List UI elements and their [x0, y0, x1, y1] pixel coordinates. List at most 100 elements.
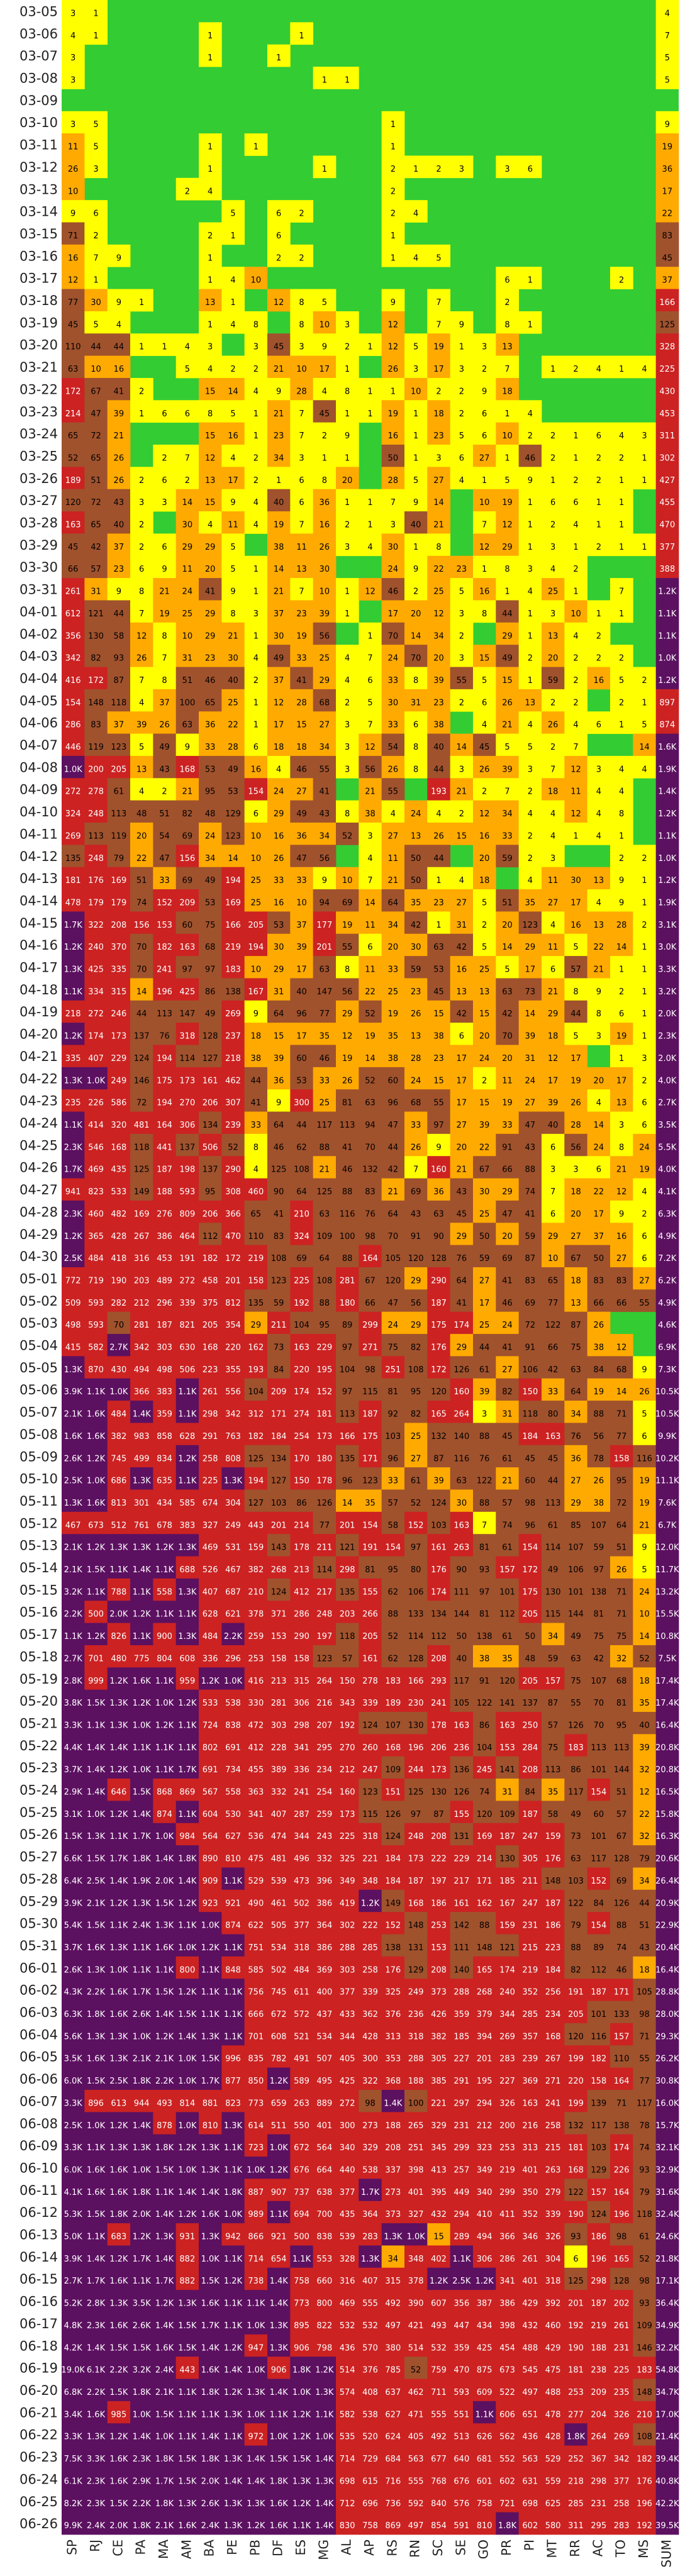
cell-value-label: 34 [274, 453, 284, 463]
cell-value-label: 5 [139, 743, 144, 752]
cell-value-label: 506 [203, 1143, 218, 1152]
cell-value-label: 63 [365, 1099, 376, 1108]
cell-value-label: 12 [433, 609, 444, 619]
cell-value-label: 180 [340, 1299, 355, 1308]
cell-value-label: 17 [320, 365, 330, 374]
cell-value-label: 26 [68, 165, 79, 174]
cell-value-label: 4 [208, 187, 213, 196]
cell-value-label: 1.0K [407, 2233, 426, 2242]
cell-value-label: 38 [251, 1054, 262, 1063]
cell-value-label: 29 [342, 1009, 353, 1019]
cell-value-label: 593 [88, 1321, 104, 1330]
heatmap-cell [199, 244, 222, 267]
cell-value-label: 36.4K [655, 2299, 679, 2309]
cell-value-label: 1.5K [178, 2010, 197, 2019]
cell-value-label: 83 [594, 1276, 604, 1285]
cell-value-label: 4 [322, 387, 327, 396]
cell-value-label: 635 [157, 1477, 172, 1486]
cell-value-label: 26 [594, 1321, 604, 1330]
cell-value-label: 585 [179, 1499, 195, 1508]
cell-value-label: 174 [431, 1587, 447, 1597]
heatmap-cell [221, 311, 245, 334]
cell-value-label: 173 [111, 1032, 126, 1041]
cell-value-label: 10.2K [655, 1454, 679, 1463]
cell-value-label: 258 [203, 1454, 218, 1463]
cell-value-label: 303 [271, 1721, 287, 1730]
cell-value-label: 144 [614, 1765, 630, 1775]
row-label: 04-18 [19, 982, 58, 997]
cell-value-label: 45 [433, 987, 444, 997]
cell-value-label: 8 [436, 543, 441, 552]
cell-value-label: 30 [228, 654, 238, 663]
cell-value-label: 29 [205, 543, 216, 552]
cell-value-label: 738 [248, 2277, 264, 2286]
cell-value-label: 22 [433, 565, 444, 574]
cell-value-label: 203 [134, 1276, 150, 1285]
cell-value-label: 2 [528, 854, 533, 863]
heatmap-cell [290, 289, 314, 312]
row-label: 05-16 [19, 1605, 58, 1620]
cell-value-label: 12 [274, 698, 284, 708]
cell-value-label: 20 [479, 1032, 490, 1041]
cell-value-label: 56 [365, 765, 376, 774]
cell-value-label: 1.2K [109, 2255, 128, 2264]
cell-value-label: 95 [205, 787, 216, 797]
cell-value-label: 63 [320, 965, 330, 975]
cell-value-label: 171 [477, 1877, 492, 1886]
cell-value-label: 4 [459, 476, 464, 486]
cell-value-label: 608 [179, 1654, 195, 1663]
cell-value-label: 15 [274, 1032, 284, 1041]
cell-value-label: 1.1K [133, 1587, 152, 1597]
cell-value-label: 2 [528, 831, 533, 841]
cell-value-label: 154 [522, 1543, 538, 1553]
cell-value-label: 91 [479, 1677, 490, 1686]
cell-value-label: 30 [479, 1187, 490, 1197]
cell-value-label: 2 [391, 165, 396, 174]
cell-value-label: 734 [225, 1765, 241, 1775]
cell-value-label: 122 [545, 1321, 561, 1330]
cell-value-label: 433 [340, 2010, 355, 2019]
cell-value-label: 49 [274, 654, 284, 663]
heatmap-cell [62, 200, 85, 223]
cell-value-label: 4 [139, 787, 144, 797]
cell-value-label: 4 [528, 876, 533, 886]
cell-value-label: 8 [345, 809, 350, 819]
cell-value-label: 90 [457, 1565, 467, 1575]
cell-value-label: 81 [342, 1099, 353, 1108]
heatmap-cell [381, 111, 405, 134]
cell-value-label: 98 [365, 1232, 376, 1241]
heatmap-cell [359, 333, 382, 357]
cell-value-label: 226 [614, 2165, 630, 2175]
cell-value-label: 8 [139, 587, 144, 597]
cell-value-label: 157 [545, 1677, 561, 1686]
heatmap-cell [313, 155, 337, 179]
cell-value-label: 13 [616, 1099, 627, 1108]
cell-value-label: 4 [596, 831, 601, 841]
cell-value-label: 1.0K [87, 1076, 106, 1085]
cell-value-label: 61 [502, 1543, 513, 1553]
cell-value-label: 897 [659, 698, 675, 708]
cell-value-label: 3 [391, 521, 396, 530]
cell-value-label: 187 [591, 2299, 606, 2309]
cell-value-label: 82 [502, 1387, 513, 1397]
cell-value-label: 6 [596, 431, 601, 441]
cell-value-label: 35 [365, 1499, 376, 1508]
cell-value-label: 377 [340, 1988, 355, 1997]
cell-value-label: 1 [642, 1032, 647, 1041]
cell-value-label: 118 [637, 2210, 652, 2219]
heatmap-cell [655, 311, 679, 334]
cell-value-label: 5 [665, 53, 670, 63]
cell-value-label: 3.3K [64, 1721, 83, 1730]
cell-value-label: 354 [225, 1321, 241, 1330]
cell-value-label: 638 [316, 2188, 332, 2197]
cell-value-label: 51 [639, 1921, 650, 1931]
cell-value-label: 3 [208, 343, 213, 352]
cell-value-label: 1.0K [109, 1387, 128, 1397]
cell-value-label: 158 [294, 1654, 309, 1663]
cell-value-label: 250 [522, 1721, 538, 1730]
cell-value-label: 382 [431, 2032, 447, 2041]
cell-value-label: 93 [639, 2299, 650, 2309]
cell-value-label: 1.1K [155, 2188, 174, 2197]
cell-value-label: 126 [316, 1499, 332, 1508]
cell-value-label: 35 [411, 898, 421, 908]
